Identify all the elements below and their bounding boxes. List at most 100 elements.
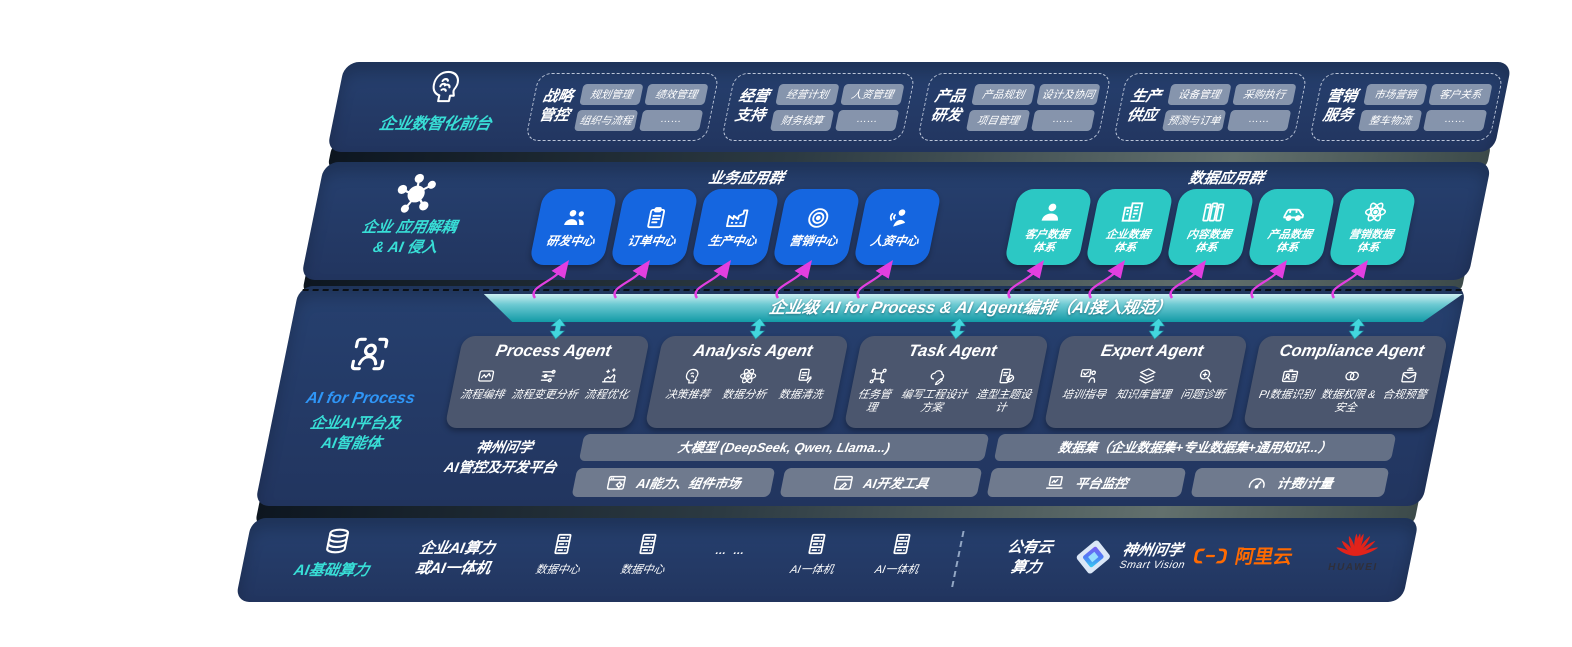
- agent-capability-label: PI数据识别: [1257, 389, 1315, 401]
- dev-tools-icon: [830, 472, 856, 494]
- infra-node-label: AI一体机: [788, 564, 835, 576]
- front-group-label: 营销 服务: [1321, 88, 1359, 124]
- agent-capability-label: 流程编排: [459, 389, 506, 401]
- huawei-logo: HUAWEI: [1327, 527, 1386, 573]
- agent-capability-label: 决策推荐: [664, 389, 711, 401]
- agent-capability-label: 造型主题设计: [974, 389, 1033, 414]
- infra-node-datacenter: 数据中心: [608, 531, 683, 577]
- data-apps-row: 客户数据 体系 企业数据 体系 内容数据 体系 产品数据 体系 营销数据 体系: [1003, 189, 1418, 265]
- tool-component-market: AI能力、组件市场: [571, 468, 775, 497]
- agent-capability-label: 培训指导: [1060, 389, 1108, 401]
- building-icon: [1117, 199, 1148, 225]
- front-pill: 采购执行: [1232, 83, 1297, 105]
- tool-label: 计费/计量: [1275, 476, 1335, 491]
- front-pill: 人资管理: [840, 83, 905, 105]
- agent-capability: 决策推荐: [664, 366, 715, 402]
- data-box-enterprise: 企业数据 体系: [1084, 189, 1175, 265]
- database-icon: [319, 526, 355, 556]
- ellipsis-label: … …: [714, 545, 748, 557]
- agent-name: Task Agent: [906, 342, 999, 360]
- atom-icon: [1360, 199, 1391, 225]
- agent-card-task: Task Agent 任务管理 编写工程设计方案 造型主题设计: [843, 336, 1050, 428]
- core-label-col: AI for Process 企业AI平台及 AI智能体: [273, 332, 450, 453]
- agent-name: Compliance Agent: [1277, 342, 1426, 360]
- agent-capability: 造型主题设计: [971, 366, 1038, 414]
- agent-capability: 培训指导: [1061, 366, 1112, 402]
- links-icon: [1340, 366, 1364, 386]
- infra-layer: AI基础算力 企业AI算力 或AI一体机 数据中心 数据中心 … … AI一体机: [235, 518, 1420, 602]
- agent-capability-label: 合规预警: [1381, 389, 1428, 401]
- agent-card-expert: Expert Agent 培训指导 知识库管理 问题诊断: [1043, 336, 1249, 428]
- infra-divider: [951, 531, 965, 587]
- front-group-label: 生产 供应: [1125, 88, 1163, 124]
- molecule-icon: [390, 172, 443, 216]
- front-pill: 设计及协同: [1036, 83, 1101, 105]
- data-box-label: 内容数据 体系: [1185, 229, 1232, 254]
- agent-capability-label: 任务管理: [856, 389, 893, 414]
- platform-dataset-group: 数据集（企业数据集+专业数据集+通用知识...） 平台监控 计费/计量: [986, 434, 1397, 497]
- ai-orchestration-banner: 企业级 AI for Process & AI Agent编排（AI接入规范）: [478, 294, 1463, 322]
- person-icon: [1036, 199, 1067, 225]
- flow-chart-icon: [474, 366, 498, 386]
- component-market-icon: [603, 472, 629, 494]
- agent-name: Expert Agent: [1099, 342, 1206, 360]
- app-layer-label-col: 企业 应用解耦 & AI 侵入: [321, 172, 503, 259]
- agent-capability: 流程优化: [583, 366, 634, 402]
- front-pill: ……: [1031, 109, 1096, 131]
- agent-capability: 编写工程设计方案: [892, 366, 978, 414]
- business-apps-title: 业务应用群: [707, 170, 786, 187]
- infra-node-ai-appliance: AI一体机: [777, 531, 852, 577]
- infra-node-ellipsis: … …: [693, 531, 768, 577]
- front-pill: ……: [1423, 109, 1488, 131]
- agent-capability-label: 数据权限 & 安全: [1319, 389, 1377, 414]
- front-group-production: 生产 供应 设备管理 采购执行 预测与订单 ……: [1112, 73, 1308, 141]
- model-bar: 大模型 (DeepSeek, Qwen, Llama...): [578, 434, 990, 461]
- app-box-marketing-center: 营销中心: [771, 189, 862, 265]
- agent-capability-label: 知识库管理: [1114, 389, 1173, 401]
- task-grid-icon: [866, 366, 890, 386]
- front-pill: 整车物流: [1358, 109, 1423, 131]
- data-box-label: 客户数据 体系: [1023, 229, 1070, 254]
- front-group-product: 产品 研发 产品规划 设计及协同 项目管理 ……: [916, 73, 1112, 141]
- agent-card-analysis: Analysis Agent 决策推荐 数据分析 数据清洗: [644, 336, 850, 428]
- tool-meter: 计费/计量: [1189, 468, 1390, 497]
- app-box-production-center: 生产中心: [690, 189, 781, 265]
- aliyun-name: 阿里云: [1233, 547, 1295, 568]
- app-layer: 企业 应用解耦 & AI 侵入 业务应用群 数据应用群 研发中心 订单中心 生产…: [300, 162, 1492, 280]
- agent-capability: 合规预警: [1379, 366, 1433, 414]
- smartvision-name: 神州问学: [1120, 541, 1185, 559]
- agent-capability-label: 数据清洗: [777, 389, 824, 401]
- app-box-order-center: 订单中心: [609, 189, 700, 265]
- core-label-zh: 企业AI平台及 AI智能体: [308, 415, 403, 452]
- tool-label: 平台监控: [1073, 476, 1130, 491]
- diagnose-icon: [1195, 366, 1219, 386]
- agent-capability: 数据权限 & 安全: [1317, 366, 1381, 414]
- infra-node-label: AI一体机: [873, 564, 920, 576]
- agent-capability: PI数据识别: [1255, 366, 1319, 414]
- front-office-label-col: 企业数智化前台: [356, 68, 523, 134]
- training-icon: [1076, 366, 1100, 386]
- monitor-icon: [1042, 472, 1068, 494]
- person-scan-icon: [343, 332, 396, 376]
- front-group-label: 战略 管控: [537, 88, 575, 124]
- app-layer-label: 企业 应用解耦 & AI 侵入: [360, 219, 459, 257]
- agent-capability: 问题诊断: [1179, 366, 1230, 402]
- brain-head-icon: [420, 68, 466, 106]
- platform-model-group: 大模型 (DeepSeek, Qwen, Llama...) AI能力、组件市场…: [571, 434, 990, 497]
- front-pill: ……: [1227, 109, 1292, 131]
- agent-card-process: Process Agent 流程编排 流程变更分析 流程优化: [444, 336, 650, 428]
- agents-row: Process Agent 流程编排 流程变更分析 流程优化: [444, 336, 1449, 428]
- aliyun-logo: 阿里云: [1190, 542, 1296, 569]
- target-icon: [803, 205, 834, 231]
- app-box-label: 生产中心: [707, 234, 758, 249]
- id-card-icon: [1278, 366, 1302, 386]
- data-box-label: 营销数据 体系: [1347, 229, 1394, 254]
- front-office-groups: 战略 管控 规划管理 绩效管理 组织与流程 …… 经营 支持 经营计划 人资管理…: [524, 73, 1504, 141]
- checklist-icon: [995, 366, 1019, 386]
- app-box-hr-center: 人资中心: [852, 189, 943, 265]
- front-group-operation: 经营 支持 经营计划 人资管理 财务核算 ……: [720, 73, 916, 141]
- clipboard-icon: [641, 205, 672, 231]
- app-box-rnd-center: 研发中心: [528, 189, 619, 265]
- front-pill: 设备管理: [1167, 83, 1232, 105]
- agent-capability: 流程编排: [459, 366, 510, 402]
